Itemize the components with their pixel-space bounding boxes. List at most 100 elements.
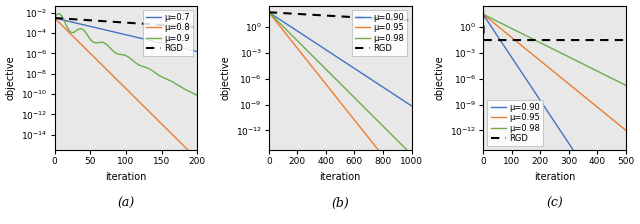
- RGD: [51, 17, 58, 19]
- X-axis label: iteration: iteration: [319, 172, 361, 182]
- μ=0.98: [371, 117, 379, 120]
- μ=0.95: [319, 80, 327, 82]
- RGD: [157, 24, 165, 26]
- μ=0.98: [534, 40, 541, 43]
- μ=0.98: [565, 56, 573, 58]
- μ=0.98: [572, 59, 580, 62]
- μ=0.9: [105, 45, 113, 48]
- μ=0.95: [358, 128, 365, 131]
- μ=0.9: [77, 27, 84, 30]
- Line: μ=0.8: μ=0.8: [54, 18, 197, 155]
- Line: RGD: RGD: [269, 12, 412, 21]
- RGD: [265, 11, 273, 14]
- μ=0.9: [193, 94, 201, 97]
- μ=0.9: [143, 67, 151, 69]
- μ=0.90: [505, 52, 513, 55]
- RGD: [408, 19, 415, 22]
- μ=0.98: [291, 37, 298, 39]
- Line: μ=0.90: μ=0.90: [483, 14, 626, 165]
- μ=0.95: [408, 164, 415, 166]
- RGD: [193, 26, 201, 29]
- μ=0.9: [55, 12, 63, 15]
- μ=0.90: [622, 164, 630, 166]
- μ=0.90: [351, 67, 358, 70]
- μ=0.8: [136, 101, 144, 104]
- X-axis label: iteration: iteration: [534, 172, 575, 182]
- RGD: [534, 39, 541, 41]
- μ=0.90: [572, 153, 580, 156]
- μ=0.95: [596, 108, 604, 111]
- μ=0.95: [622, 129, 630, 132]
- μ=0.95: [351, 119, 358, 121]
- RGD: [136, 22, 144, 25]
- μ=0.95: [505, 34, 513, 37]
- μ=0.9: [51, 17, 58, 19]
- μ=0.7: [157, 42, 165, 44]
- RGD: [291, 12, 298, 15]
- μ=0.90: [265, 11, 273, 14]
- μ=0.90: [371, 81, 379, 84]
- Line: RGD: RGD: [483, 11, 626, 40]
- Line: μ=0.98: μ=0.98: [269, 12, 412, 155]
- μ=0.9: [168, 80, 176, 83]
- Y-axis label: objective: objective: [6, 56, 15, 100]
- μ=0.9: [157, 75, 165, 78]
- RGD: [505, 39, 513, 41]
- μ=0.98: [319, 65, 327, 68]
- μ=0.8: [77, 42, 84, 45]
- μ=0.95: [371, 145, 379, 148]
- μ=0.98: [358, 103, 365, 106]
- X-axis label: iteration: iteration: [105, 172, 147, 182]
- μ=0.8: [189, 154, 197, 156]
- RGD: [572, 39, 580, 41]
- Text: (c): (c): [546, 196, 563, 210]
- RGD: [480, 39, 488, 41]
- μ=0.90: [479, 13, 487, 15]
- μ=0.7: [143, 39, 151, 41]
- μ=0.98: [479, 13, 487, 15]
- μ=0.8: [105, 71, 113, 73]
- Line: μ=0.95: μ=0.95: [269, 12, 412, 165]
- μ=0.8: [168, 133, 176, 136]
- μ=0.90: [586, 164, 593, 166]
- Legend: μ=0.7, μ=0.8, μ=0.9, RGD: μ=0.7, μ=0.8, μ=0.9, RGD: [143, 10, 193, 56]
- μ=0.95: [479, 13, 487, 15]
- μ=0.8: [157, 122, 165, 125]
- RGD: [371, 17, 379, 20]
- μ=0.90: [319, 47, 327, 49]
- μ=0.95: [386, 164, 394, 166]
- μ=0.7: [51, 17, 58, 19]
- RGD: [319, 14, 327, 17]
- μ=0.98: [408, 153, 415, 156]
- Line: μ=0.95: μ=0.95: [483, 14, 626, 130]
- RGD: [622, 39, 630, 41]
- μ=0.98: [265, 11, 273, 14]
- RGD: [143, 23, 151, 25]
- μ=0.90: [408, 105, 415, 107]
- μ=0.8: [193, 154, 201, 156]
- RGD: [358, 16, 365, 19]
- μ=0.90: [565, 142, 573, 145]
- μ=0.95: [565, 82, 573, 85]
- Y-axis label: objective: objective: [220, 56, 230, 100]
- RGD: [382, 18, 390, 20]
- μ=0.98: [622, 84, 630, 87]
- μ=0.90: [579, 164, 587, 166]
- RGD: [596, 39, 604, 41]
- RGD: [77, 18, 84, 21]
- μ=0.98: [351, 96, 358, 99]
- μ=0.8: [51, 17, 58, 19]
- Text: (a): (a): [117, 196, 134, 210]
- μ=0.95: [534, 57, 541, 60]
- μ=0.8: [143, 109, 151, 111]
- μ=0.90: [358, 72, 365, 75]
- RGD: [565, 39, 573, 41]
- μ=0.7: [168, 44, 176, 47]
- RGD: [586, 39, 593, 41]
- RGD: [168, 24, 176, 27]
- Legend: μ=0.90, μ=0.95, μ=0.98, RGD: μ=0.90, μ=0.95, μ=0.98, RGD: [351, 10, 408, 56]
- μ=0.90: [534, 95, 541, 98]
- Line: μ=0.90: μ=0.90: [269, 12, 412, 106]
- μ=0.95: [382, 159, 390, 162]
- Line: μ=0.98: μ=0.98: [483, 14, 626, 85]
